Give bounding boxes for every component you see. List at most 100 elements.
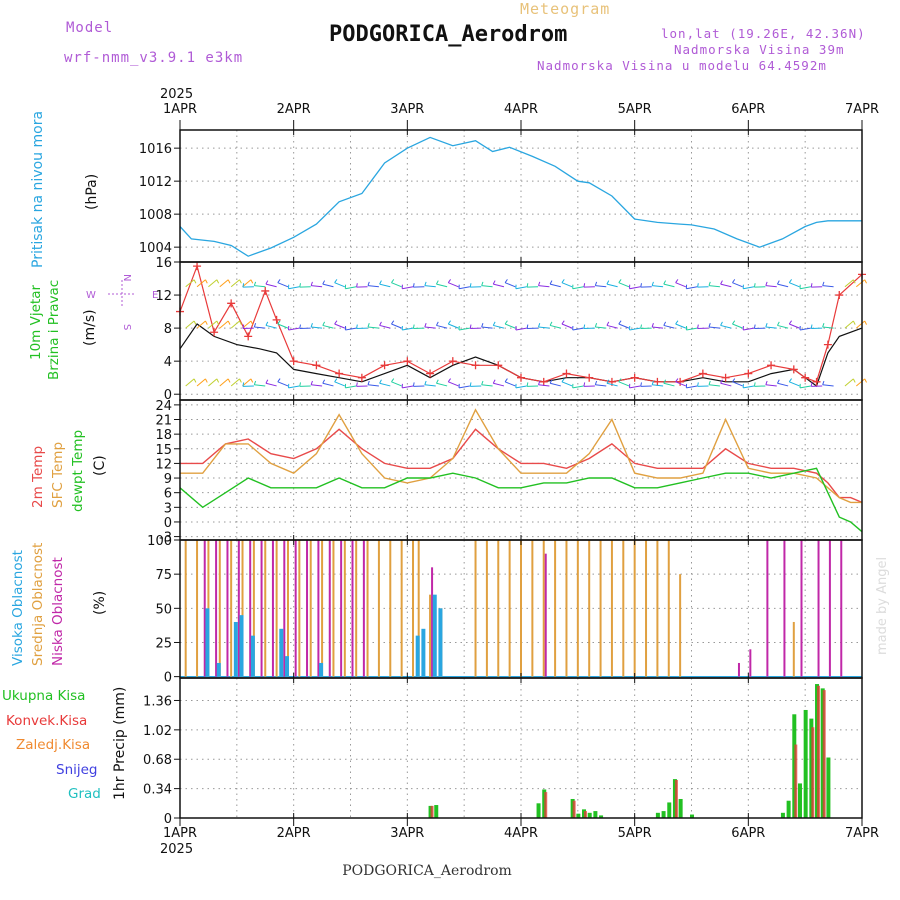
dewpt-label: dewpt Temp <box>70 430 86 512</box>
wind-barb <box>572 385 584 389</box>
wind-barb <box>855 378 866 387</box>
precip-conv-bar <box>430 805 434 818</box>
wind-barb <box>844 279 854 288</box>
wind-barb <box>481 323 484 328</box>
wind-barb <box>549 321 553 326</box>
y-tick-label: 8 <box>164 322 172 337</box>
compass-label-N: N <box>121 274 132 281</box>
wind-barb <box>606 379 610 384</box>
y-tick-label: 0 <box>164 516 172 531</box>
wind-barb <box>345 286 357 290</box>
wind-barb <box>481 285 493 288</box>
wind-barb <box>242 378 252 387</box>
wind-barb <box>743 286 755 290</box>
wind-barb <box>448 323 459 329</box>
wind-title-1: 10m Vjetar <box>28 285 44 360</box>
wind-barb <box>594 380 598 385</box>
wind-barb <box>205 279 208 284</box>
wind-barb <box>227 279 231 284</box>
wind-barb <box>402 385 414 389</box>
wind-barb <box>663 379 667 384</box>
wind-barb <box>606 321 610 326</box>
wind-barb <box>864 378 867 383</box>
wind-barb <box>265 321 269 326</box>
cloud-mid-bar <box>400 540 403 677</box>
wind-barb <box>254 285 266 288</box>
wind-barb <box>458 286 470 290</box>
cloud-low-bar <box>249 540 252 677</box>
wind-barb <box>799 286 811 290</box>
cloud-mid-bar <box>429 594 432 677</box>
wind-barb <box>458 385 470 389</box>
temp2m-label: 2m Temp <box>30 446 46 508</box>
wind-barb <box>412 324 415 329</box>
gust-marker <box>835 291 844 300</box>
precip-total-bar <box>797 783 802 818</box>
precip-conv-bar <box>811 727 815 818</box>
wind-barb <box>448 282 459 288</box>
wind-barb <box>391 381 402 387</box>
x-tick-top-1APR: 1APR <box>163 102 197 117</box>
cloud-low-bar <box>840 540 843 677</box>
wind-barb <box>250 320 254 325</box>
wind-barb <box>196 378 206 387</box>
gust-marker <box>289 357 298 366</box>
cloud-mid-bar <box>576 540 579 677</box>
wind-barb <box>424 384 436 387</box>
cloud-mid-bar <box>474 540 477 677</box>
wind-barb <box>606 324 618 329</box>
wind-barb <box>810 324 813 329</box>
meteogram-label: Meteogram <box>520 0 611 18</box>
wind-barb <box>493 382 505 387</box>
model-elevation-label: Nadmorska Visina u modelu 64.4592m <box>537 58 827 73</box>
wind-barb <box>697 283 699 288</box>
wind-barb <box>789 381 800 387</box>
cloud-mid-bar <box>230 540 233 677</box>
wind-barb <box>549 280 553 285</box>
wind-barb <box>239 378 242 383</box>
model-name: wrf-nmm_v3.9.1 e3km <box>64 50 244 66</box>
wind-barb <box>515 286 527 290</box>
wind-barb <box>618 279 622 283</box>
wind-barb <box>618 381 630 387</box>
wind-barb <box>265 324 277 329</box>
x-tick-bottom-2APR: 2APR <box>277 826 311 841</box>
cloud-mid-bar <box>275 540 278 677</box>
gust-marker <box>812 377 821 386</box>
precip-conv-bar <box>794 744 798 818</box>
cloud-low-bar <box>215 540 218 677</box>
wind-barb <box>663 382 675 387</box>
wind-barb <box>265 283 277 288</box>
precip-total-bar <box>599 815 604 818</box>
wind-barb <box>777 382 789 387</box>
gust-marker <box>767 361 776 370</box>
watermark: made by Angel <box>875 557 890 655</box>
y-tick-label: 1004 <box>139 241 172 256</box>
cloud-mid-bar <box>196 540 199 677</box>
cloud-high-label: Visoka Oblacnost <box>10 550 26 666</box>
wind-barb <box>855 279 866 288</box>
wind-barb <box>208 279 218 288</box>
wind-barb <box>708 281 711 286</box>
wind-barb <box>822 384 834 387</box>
wind-barb <box>595 384 607 387</box>
cloud-low-bar <box>544 553 547 677</box>
wind-barb <box>227 378 231 383</box>
gust-marker <box>562 369 571 378</box>
y-tick-label: 12 <box>155 457 172 472</box>
wind-barb <box>447 279 451 283</box>
cloud-mid-bar <box>252 540 255 677</box>
cloud-mid-bar <box>622 540 625 677</box>
y-tick-label: 24 <box>155 399 172 414</box>
wind-barb <box>561 323 573 329</box>
wind-barb <box>572 327 584 331</box>
cloud-mid-bar <box>542 540 545 677</box>
cloud-low-bar <box>766 540 769 677</box>
wind-barb <box>356 324 358 329</box>
wind-barb <box>799 327 811 331</box>
cloud-low-bar <box>317 540 320 677</box>
wind-barb <box>447 320 451 325</box>
wind-barb <box>743 385 755 389</box>
wind-barb <box>435 321 439 326</box>
wind-barb <box>367 326 379 329</box>
